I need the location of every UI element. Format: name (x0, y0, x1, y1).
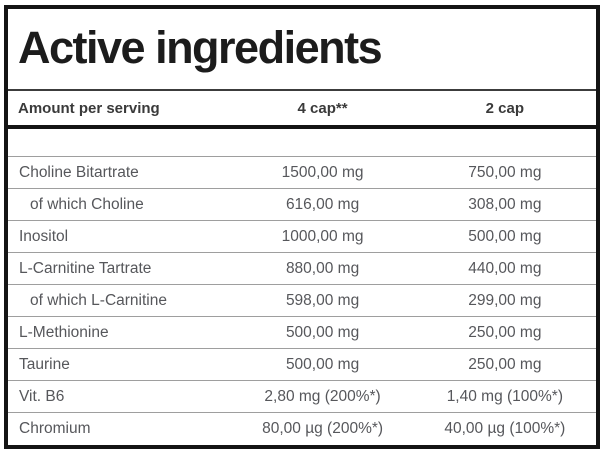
amount-2cap: 440,00 mg (468, 259, 542, 277)
ingredient-name: Chromium (19, 419, 91, 437)
table-row: Choline Bitartrate 1500,00 mg 750,00 mg (8, 157, 596, 189)
ingredient-name: Vit. B6 (19, 387, 65, 405)
active-ingredients-panel: Active ingredients Amount per serving 4 … (4, 5, 600, 449)
table-header-row: Amount per serving 4 cap** 2 cap (8, 90, 596, 127)
amount-4cap: 80,00 µg (200%*) (262, 419, 384, 437)
table-row: L-Carnitine Tartrate 880,00 mg 440,00 mg (8, 253, 596, 285)
amount-2cap: 40,00 µg (100%*) (444, 419, 566, 437)
amount-4cap: 1500,00 mg (281, 163, 364, 181)
table-row: Chromium 80,00 µg (200%*) 40,00 µg (100%… (8, 413, 596, 445)
amount-4cap: 1000,00 mg (281, 227, 364, 245)
spacer-cell (8, 127, 596, 157)
column-header-2cap: 2 cap (485, 99, 525, 117)
amount-2cap: 750,00 mg (468, 163, 542, 181)
spacer-row (8, 127, 596, 157)
amount-2cap: 299,00 mg (468, 291, 542, 309)
table-row: of which L-Carnitine 598,00 mg 299,00 mg (8, 285, 596, 317)
amount-4cap: 598,00 mg (285, 291, 360, 309)
ingredient-name: of which L-Carnitine (30, 291, 167, 309)
amount-4cap: 500,00 mg (285, 355, 360, 373)
amount-2cap: 250,00 mg (468, 355, 542, 373)
ingredient-name: L-Carnitine Tartrate (19, 259, 152, 277)
table-row: of which Choline 616,00 mg 308,00 mg (8, 189, 596, 221)
page-title: Active ingredients (18, 22, 383, 73)
ingredients-table: Amount per serving 4 cap** 2 cap Choline… (8, 89, 596, 444)
table-row: Inositol 1000,00 mg 500,00 mg (8, 221, 596, 253)
column-header-amount-per-serving: Amount per serving (18, 99, 160, 117)
ingredient-name: Choline Bitartrate (19, 163, 139, 181)
table-row: Taurine 500,00 mg 250,00 mg (8, 349, 596, 381)
amount-4cap: 616,00 mg (285, 195, 360, 213)
table-row: L-Methionine 500,00 mg 250,00 mg (8, 317, 596, 349)
amount-2cap: 250,00 mg (468, 323, 542, 341)
column-header-4cap: 4 cap** (297, 99, 348, 117)
amount-2cap: 500,00 mg (468, 227, 542, 245)
amount-2cap: 1,40 mg (100%*) (446, 387, 563, 405)
ingredient-name: Taurine (19, 355, 70, 373)
amount-4cap: 880,00 mg (285, 259, 360, 277)
amount-4cap: 2,80 mg (200%*) (264, 387, 381, 405)
amount-4cap: 500,00 mg (285, 323, 360, 341)
ingredient-name: Inositol (19, 227, 69, 245)
ingredient-name: L-Methionine (19, 323, 109, 341)
ingredient-name: of which Choline (30, 195, 144, 213)
amount-2cap: 308,00 mg (468, 195, 542, 213)
table-row: Vit. B6 2,80 mg (200%*) 1,40 mg (100%*) (8, 381, 596, 413)
